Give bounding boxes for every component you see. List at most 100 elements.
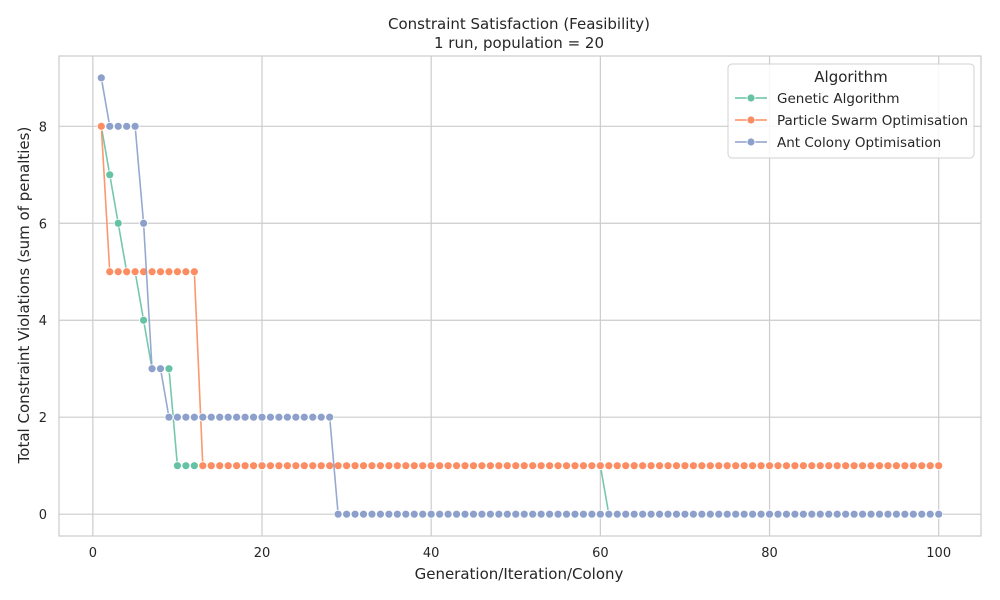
data-point [274, 461, 284, 471]
data-point [494, 461, 504, 471]
legend-title: Algorithm [814, 68, 887, 86]
data-point [452, 509, 461, 519]
data-point [562, 461, 571, 471]
data-point [892, 509, 901, 519]
data-point [257, 461, 267, 471]
data-point [164, 267, 174, 277]
data-point [426, 461, 436, 471]
data-point [646, 461, 656, 471]
data-point [908, 461, 918, 471]
chart-title: Constraint Satisfaction (Feasibility) [388, 15, 650, 33]
tick-labels: 0 20 40 60 80 100 0 2 4 6 8 [39, 120, 951, 561]
data-point [435, 461, 445, 471]
data-point [638, 509, 648, 519]
data-point [545, 461, 555, 471]
legend-entry-2: Particle Swarm Optimisation [735, 113, 968, 129]
data-point [934, 461, 944, 471]
data-point [130, 121, 140, 131]
data-point [934, 509, 944, 519]
data-point [739, 509, 749, 519]
data-point [562, 509, 571, 519]
data-point [325, 412, 335, 422]
data-point [519, 461, 529, 471]
data-point [418, 461, 428, 471]
data-point [815, 509, 825, 519]
legend-entry-1: Genetic Algorithm [735, 91, 900, 107]
data-point [113, 267, 123, 277]
data-point [773, 461, 783, 471]
data-point [511, 509, 521, 519]
data-point [96, 73, 106, 83]
data-point [849, 461, 859, 471]
data-point [604, 509, 614, 519]
data-point [748, 461, 758, 471]
data-point [528, 461, 538, 471]
data-point [697, 461, 707, 471]
data-point [536, 509, 546, 519]
data-point [443, 461, 453, 471]
data-point [359, 461, 368, 471]
data-point [299, 412, 309, 422]
data-point [714, 509, 724, 519]
data-point [519, 509, 529, 519]
data-point [249, 461, 258, 471]
data-point [612, 509, 622, 519]
data-point [223, 461, 233, 471]
data-point [189, 461, 199, 471]
data-point [139, 315, 148, 325]
data-point [477, 509, 487, 519]
data-point [765, 461, 774, 471]
data-point [409, 461, 419, 471]
data-point [866, 509, 876, 519]
data-point [392, 509, 402, 519]
data-point [299, 461, 309, 471]
data-point [291, 461, 301, 471]
chart-subtitle: 1 run, population = 20 [434, 34, 604, 52]
data-point [232, 461, 242, 471]
data-point [316, 412, 326, 422]
data-point [113, 218, 123, 228]
data-point [807, 461, 817, 471]
legend-entry-3: Ant Colony Optimisation [735, 135, 941, 151]
data-point [164, 364, 174, 374]
data-point [333, 509, 343, 519]
data-point [680, 509, 690, 519]
data-point [756, 461, 766, 471]
series-3 [96, 73, 944, 519]
data-point [528, 509, 538, 519]
data-point [282, 461, 292, 471]
data-point [908, 509, 918, 519]
data-point [672, 509, 681, 519]
data-point [105, 121, 115, 131]
data-point [807, 509, 817, 519]
data-point [798, 509, 808, 519]
data-point [189, 412, 199, 422]
data-point [705, 461, 715, 471]
data-point [409, 509, 419, 519]
data-point [443, 509, 453, 519]
data-point [342, 509, 351, 519]
data-point [689, 509, 698, 519]
data-point [579, 509, 588, 519]
data-point [900, 509, 910, 519]
data-point [147, 364, 157, 374]
data-point [663, 461, 673, 471]
legend-marker [746, 115, 756, 125]
data-point [595, 461, 605, 471]
data-point [198, 412, 208, 422]
data-point [350, 461, 360, 471]
data-point [223, 412, 233, 422]
data-point [765, 509, 774, 519]
data-point [511, 461, 521, 471]
data-point [308, 461, 318, 471]
data-point [545, 509, 555, 519]
data-point [672, 461, 681, 471]
data-point [376, 461, 385, 471]
data-point [579, 461, 588, 471]
data-point [105, 267, 115, 277]
data-point [858, 461, 867, 471]
data-point [215, 461, 225, 471]
data-point [266, 412, 275, 422]
data-point [206, 412, 216, 422]
data-point [824, 509, 834, 519]
